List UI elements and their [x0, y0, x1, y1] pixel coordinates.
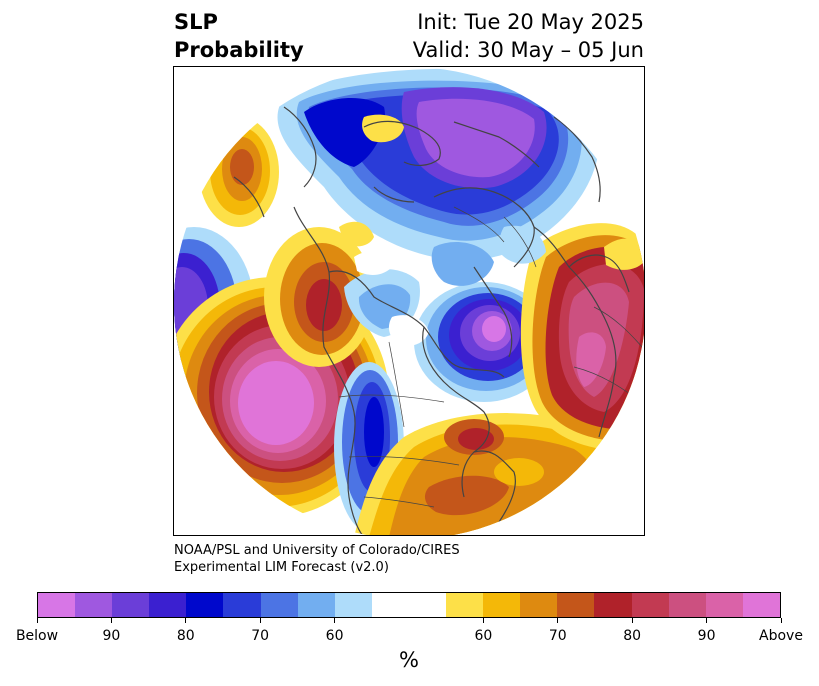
colorbar-segment-7 [260, 593, 298, 617]
colorbar-tick [631, 618, 633, 623]
colorbar-tick-label: 90 [102, 628, 121, 644]
colorbar-tick [259, 618, 261, 623]
colorbar-segment-6 [223, 593, 261, 617]
probability-map [174, 67, 644, 535]
colorbar-ticks: Below 90 80 70 60 60 70 80 90 Above [0, 618, 819, 648]
coastlines [233, 86, 638, 535]
colorbar-segment-9 [334, 593, 372, 617]
title-variable: SLP [174, 10, 218, 34]
colorbar-unit-label: % [399, 648, 419, 672]
colorbar-segment-2 [75, 593, 113, 617]
colorbar-segment-4 [149, 593, 187, 617]
forecast-field [174, 67, 644, 535]
colorbar-segment-19 [705, 593, 743, 617]
colorbar-tick-label: 90 [697, 628, 716, 644]
colorbar-tick [706, 618, 708, 623]
colorbar-segment-18 [668, 593, 706, 617]
arctic-low-anomaly [277, 68, 600, 261]
polar-neutral-band [339, 221, 394, 275]
colorbar-tick [334, 618, 336, 623]
title-right: Init: Tue 20 May 2025 Valid: 30 May – 05… [413, 8, 644, 64]
credit-line-1: NOAA/PSL and University of Colorado/CIRE… [174, 543, 460, 558]
colorbar-tick-label: Below [15, 628, 59, 644]
colorbar-segment-20 [742, 593, 780, 617]
bering-high-anomaly [199, 117, 279, 227]
colorbar-tick-label: Above [759, 628, 803, 644]
greenland-low-anomaly [414, 282, 554, 402]
colorbar-segment-5 [186, 593, 224, 617]
colorbar-tick [36, 618, 38, 623]
credit-text: NOAA/PSL and University of Colorado/CIRE… [174, 542, 460, 576]
colorbar-tick-label: 70 [548, 628, 567, 644]
colorbar-tick [482, 618, 484, 623]
colorbar-segment-12 [446, 593, 484, 617]
colorbar-tick-label: 70 [251, 628, 270, 644]
init-date: Init: Tue 20 May 2025 [417, 10, 644, 34]
colorbar-tick [780, 618, 782, 623]
colorbar [37, 592, 781, 618]
colorbar-segment-17 [631, 593, 669, 617]
title-quantity: Probability [174, 38, 304, 62]
colorbar-segment-11 [408, 593, 447, 617]
colorbar-segment-8 [297, 593, 335, 617]
colorbar-tick [185, 618, 187, 623]
colorbar-tick [557, 618, 559, 623]
colorbar-tick-label: 80 [623, 628, 642, 644]
colorbar-tick-label: 60 [474, 628, 493, 644]
colorbar-segment-14 [520, 593, 558, 617]
borders [338, 206, 643, 508]
colorbar-segment-15 [557, 593, 595, 617]
colorbar-segment-3 [112, 593, 150, 617]
credit-line-2: Experimental LIM Forecast (v2.0) [174, 560, 389, 575]
valid-period: Valid: 30 May – 05 Jun [412, 38, 644, 62]
colorbar-segment-1 [38, 593, 76, 617]
title-left: SLP Probability [174, 8, 304, 64]
alaska-high-anomaly [264, 227, 374, 367]
colorbar-tick-label: 60 [325, 628, 344, 644]
colorbar-segment-16 [594, 593, 632, 617]
colorbar-tick [110, 618, 112, 623]
colorbar-segment-13 [483, 593, 521, 617]
colorbar-tick-label: 80 [176, 628, 195, 644]
map-panel [173, 66, 645, 536]
colorbar-segment-10 [371, 593, 409, 617]
